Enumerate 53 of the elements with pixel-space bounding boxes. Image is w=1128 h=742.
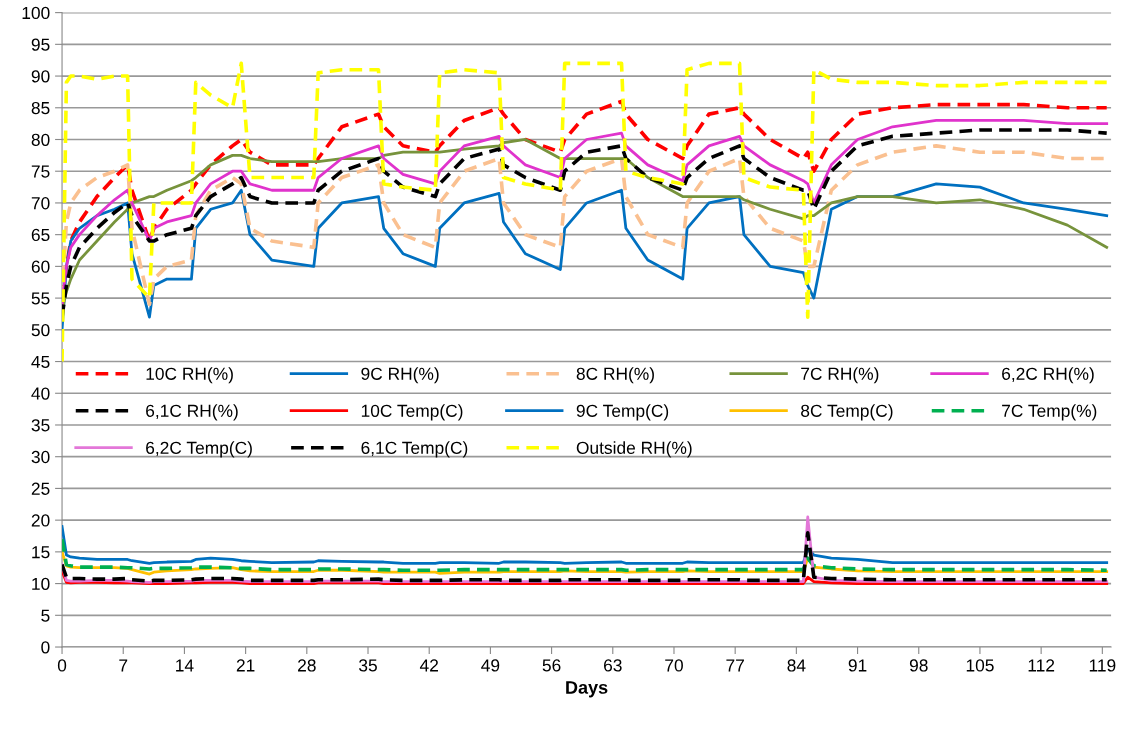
- y-tick-label: 70: [31, 197, 50, 210]
- legend-label: 6,1C Temp(C): [361, 441, 468, 458]
- x-tick-label: 77: [726, 659, 744, 672]
- x-tick-label: 91: [848, 659, 867, 672]
- y-tick-label: 100: [22, 6, 50, 20]
- x-tick-label: 63: [604, 659, 622, 672]
- y-tick-label: 50: [31, 323, 50, 337]
- y-tick-label: 30: [31, 450, 50, 464]
- x-tick-label: 21: [236, 659, 255, 672]
- legend-label: 9C RH(%): [361, 367, 439, 384]
- y-tick-label: 90: [31, 70, 50, 83]
- x-tick-label: 0: [57, 659, 67, 672]
- y-tick-label: 60: [31, 260, 50, 273]
- y-tick-label: 85: [31, 101, 50, 115]
- x-tick-label: 56: [542, 659, 561, 672]
- y-tick-label: 65: [31, 228, 50, 242]
- y-tick-label: 45: [31, 355, 50, 368]
- legend-label: 7C Temp(%): [1002, 404, 1097, 421]
- legend-label: 6,2C Temp(C): [146, 441, 252, 458]
- y-tick-label: 15: [32, 546, 50, 559]
- legend-label: 10C RH(%): [146, 367, 233, 384]
- legend-label: 9C Temp(C): [576, 404, 669, 421]
- y-tick-label: 25: [31, 482, 50, 495]
- x-tick-label: 14: [176, 659, 194, 672]
- x-tick-label: 105: [966, 659, 994, 672]
- legend-label: 7C RH(%): [801, 367, 879, 384]
- y-tick-label: 80: [31, 133, 50, 146]
- x-tick-label: 7: [119, 659, 128, 672]
- x-tick-label: 98: [909, 659, 928, 672]
- x-axis-title: Days: [566, 681, 608, 698]
- x-tick-label: 49: [481, 659, 500, 672]
- legend-label: 10C Temp(C): [361, 404, 463, 421]
- y-tick-label: 95: [31, 38, 50, 51]
- legend-label: 8C RH(%): [576, 367, 654, 384]
- y-tick-label: 35: [31, 419, 50, 432]
- legend-label: 8C Temp(C): [801, 404, 893, 421]
- y-tick-label: 0: [41, 641, 50, 654]
- x-tick-label: 42: [419, 659, 438, 672]
- y-tick-label: 10: [32, 577, 50, 591]
- x-tick-label: 84: [787, 659, 806, 672]
- y-tick-label: 40: [31, 387, 50, 400]
- y-tick-label: 75: [31, 165, 50, 178]
- legend-label: 6,1C RH(%): [146, 404, 238, 421]
- y-tick-label: 20: [31, 514, 50, 527]
- x-tick-label: 35: [359, 659, 377, 672]
- y-tick-label: 55: [31, 292, 50, 305]
- x-tick-label: 28: [298, 659, 316, 672]
- x-tick-label: 119: [1089, 659, 1116, 672]
- legend-label: Outside RH(%): [576, 441, 692, 458]
- y-tick-label: 5: [41, 609, 50, 622]
- legend-label: 6,2C RH(%): [1002, 367, 1094, 384]
- x-tick-label: 70: [665, 659, 683, 672]
- x-tick-label: 112: [1028, 659, 1055, 672]
